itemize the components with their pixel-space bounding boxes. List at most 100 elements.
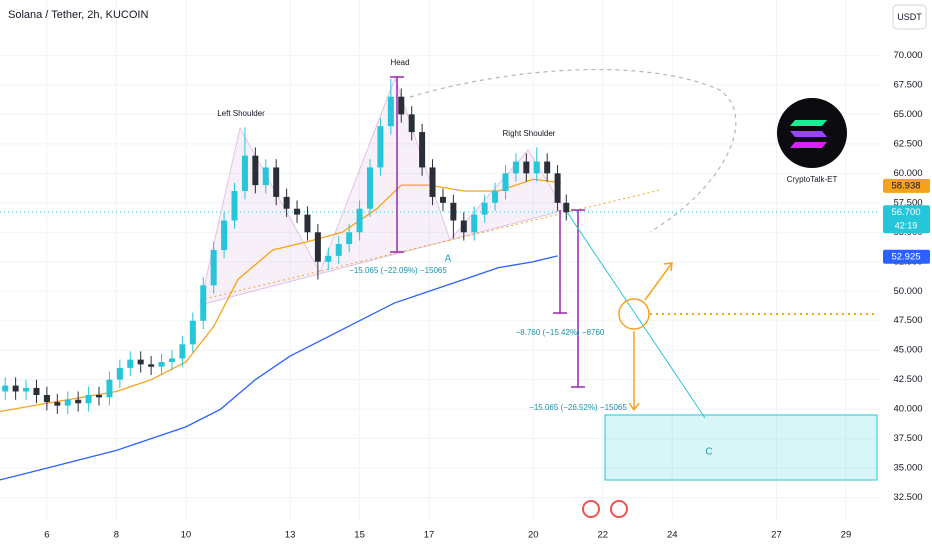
moving-average [0, 255, 558, 481]
event-icon[interactable] [610, 500, 628, 518]
time-axis [0, 520, 932, 550]
drawings: Left Shoulder Head Right Shoulder A C −1… [8, 9, 878, 518]
candle-body [137, 359, 144, 365]
candle-body [294, 208, 301, 215]
y-tick-label: 67.500 [893, 79, 922, 90]
candle-body [304, 214, 311, 233]
annotation: Left Shoulder [217, 109, 265, 118]
candle-body [75, 399, 82, 404]
y-tick-label: 32.500 [893, 492, 922, 503]
candle-body [314, 232, 321, 262]
neckline [199, 189, 661, 301]
candle-body [366, 167, 373, 209]
currency-button[interactable] [892, 4, 927, 30]
candle-body [408, 114, 415, 133]
event-icon[interactable] [582, 500, 600, 518]
decision-circle [618, 298, 650, 330]
candle-body [12, 385, 19, 392]
y-tick-label: 42.500 [893, 374, 922, 385]
candle-body [512, 161, 519, 174]
candle-body [148, 364, 155, 367]
candle-body [554, 173, 561, 203]
x-tick-label: 10 [181, 530, 192, 541]
currency-label: USDT [897, 12, 922, 22]
candle-body [168, 358, 175, 362]
arrow-up [644, 262, 673, 301]
candle-body [533, 161, 540, 174]
y-tick-label: 37.500 [893, 433, 922, 444]
candle-body [283, 196, 290, 209]
candle-body [189, 320, 196, 345]
candle-body [335, 244, 342, 256]
x-tick-label: 17 [424, 530, 435, 541]
price-tag [883, 205, 930, 234]
x-tick-label: 24 [667, 530, 678, 541]
candle-body [23, 387, 30, 392]
candle-body [43, 395, 50, 403]
candle-body [346, 232, 353, 245]
target-line [566, 211, 706, 419]
candle-body [439, 196, 446, 203]
candle-body [85, 395, 92, 404]
projection-arc [409, 69, 737, 233]
moving-average [0, 178, 562, 413]
y-tick-label: 47.500 [893, 315, 922, 326]
candle-body [460, 220, 467, 233]
x-tick-label: 29 [841, 530, 852, 541]
candle-body [325, 255, 332, 262]
candle-body [2, 385, 9, 392]
candle-body [502, 173, 509, 192]
x-tick-label: 8 [114, 530, 119, 541]
candle-body [273, 167, 280, 197]
x-tick-label: 20 [528, 530, 539, 541]
y-tick-label: 65.000 [893, 109, 922, 120]
candle-body [377, 126, 384, 168]
annotation: Right Shoulder [503, 129, 556, 138]
candle-body [221, 220, 228, 250]
y-tick-label: 57.500 [893, 197, 922, 208]
annotation: C [705, 447, 712, 458]
x-tick-label: 27 [771, 530, 782, 541]
price-axis [880, 0, 932, 550]
measure-label: −15.065 (−26.52%) −15065 [529, 403, 627, 412]
price-tag-label: 56.700 [891, 207, 920, 218]
candle-body [158, 361, 165, 367]
candle-body [33, 387, 40, 396]
candle-body [450, 202, 457, 221]
candle-body [241, 155, 248, 192]
plot-area [0, 0, 880, 520]
logo-bar [790, 142, 827, 148]
candle-body [544, 161, 551, 174]
candle-body [356, 208, 363, 233]
candle-body [252, 155, 259, 186]
measure-label: −15.065 (−22.09%) −15065 [349, 266, 447, 275]
price-tag-label: 58.938 [891, 180, 920, 191]
y-tick-label: 40.000 [893, 404, 922, 415]
logo-bar [790, 131, 827, 137]
candle-body [387, 96, 394, 127]
watermark: CryptoTalk-ET [787, 175, 838, 184]
candle-body [127, 359, 134, 368]
candle-body [262, 167, 269, 186]
candle-body [231, 191, 238, 221]
candle-body [54, 402, 61, 406]
x-tick-label: 6 [44, 530, 49, 541]
annotation: Head [390, 58, 409, 67]
y-tick-label: 70.000 [893, 50, 922, 61]
candle-body [96, 395, 103, 398]
x-tick-label: 13 [285, 530, 296, 541]
measure-label: −8.760 (−15.42%) −8760 [516, 328, 605, 337]
chart-title: Solana / Tether, 2h, KUCOIN [8, 9, 148, 21]
y-tick-label: 45.000 [893, 345, 922, 356]
y-tick-label: 50.000 [893, 286, 922, 297]
candle-body [179, 344, 186, 359]
candle-body [64, 399, 71, 406]
candle-body [429, 167, 436, 197]
x-tick-label: 22 [597, 530, 608, 541]
price-tag-label: 52.925 [891, 251, 920, 262]
candle-body [523, 161, 530, 174]
candle-body [492, 191, 499, 203]
y-tick-label: 62.500 [893, 138, 922, 149]
candle-body [471, 214, 478, 233]
candle-body [210, 249, 217, 286]
